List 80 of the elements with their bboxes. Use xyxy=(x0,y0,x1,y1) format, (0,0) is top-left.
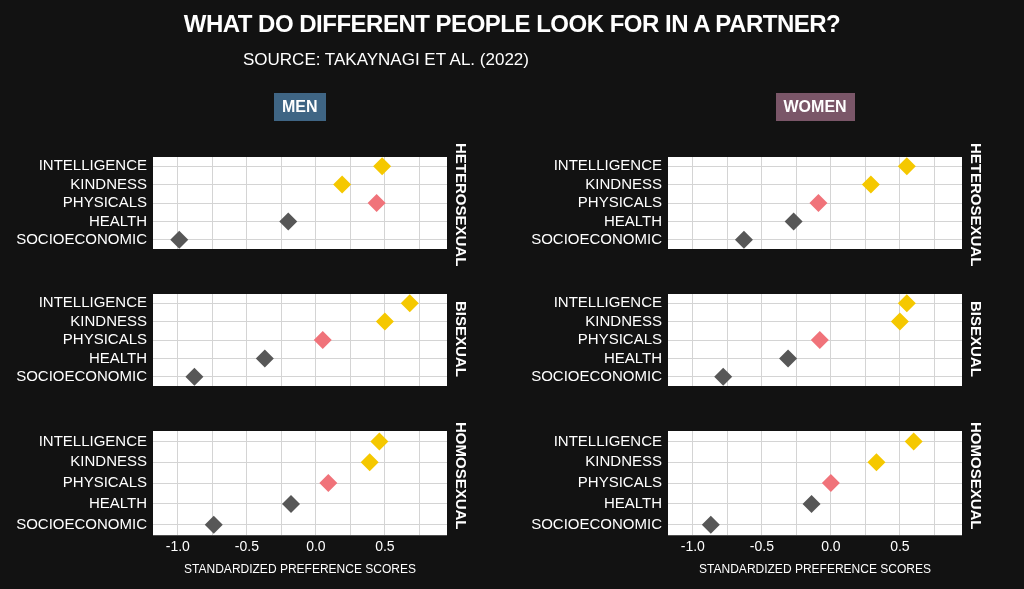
point xyxy=(904,432,923,451)
y-tick-label: KINDNESS xyxy=(585,174,662,192)
point xyxy=(255,349,274,368)
y-tick-label: INTELLIGENCE xyxy=(38,293,147,311)
y-tick-label: SOCIOECONOMIC xyxy=(16,514,148,532)
point xyxy=(279,212,298,231)
y-tick-label: HEALTH xyxy=(88,211,147,229)
x-tick-label: -0.5 xyxy=(234,538,260,555)
y-tick-label: INTELLIGENCE xyxy=(38,156,147,174)
point xyxy=(400,294,419,313)
y2-axis-title: HOMOSEXUAL xyxy=(968,421,985,532)
point xyxy=(821,474,840,493)
y-tick-label: INTELLIGENCE xyxy=(38,431,147,449)
point xyxy=(701,515,720,534)
y2-axis-title: HETEROSEXUAL xyxy=(968,143,985,267)
y-tick-label: PHYSICALS xyxy=(577,473,662,491)
y-tick-label: HEALTH xyxy=(88,494,147,512)
y-tick-label: INTELLIGENCE xyxy=(553,293,662,311)
y-tick-label: KINDNESS xyxy=(585,452,662,470)
point xyxy=(367,194,386,212)
point xyxy=(897,294,916,313)
y-tick-label: HEALTH xyxy=(603,494,662,512)
point xyxy=(333,175,352,194)
point xyxy=(370,432,389,451)
x-axis-title: STANDARDIZED PREFERENCE SCORES xyxy=(698,562,932,576)
point xyxy=(373,157,392,176)
y-tick-label: HEALTH xyxy=(88,348,147,366)
y-tick-label: SOCIOECONOMIC xyxy=(531,229,663,247)
point xyxy=(861,175,880,194)
x-axis-title: STANDARDIZED PREFERENCE SCORES xyxy=(183,562,417,576)
x-tick-label: 0.0 xyxy=(306,538,326,555)
y-tick-label: KINDNESS xyxy=(70,452,147,470)
x-tick-label: 0.5 xyxy=(375,538,395,555)
y2-axis-title: HETEROSEXUAL xyxy=(453,143,470,267)
x-tick-label: -0.5 xyxy=(749,538,775,555)
y-tick-label: HEALTH xyxy=(603,211,662,229)
chart-subtitle: SOURCE: TAKAYNAGI ET AL. (2022) xyxy=(243,50,529,70)
point xyxy=(714,367,733,386)
point xyxy=(809,194,828,212)
point xyxy=(810,331,829,349)
y-tick-label: SOCIOECONOMIC xyxy=(531,366,663,384)
x-tick-label: 0.0 xyxy=(821,538,841,555)
y-tick-label: HEALTH xyxy=(603,348,662,366)
y-tick-label: PHYSICALS xyxy=(577,330,662,348)
y-tick-label: KINDNESS xyxy=(70,174,147,192)
point xyxy=(890,312,909,331)
text: WOMEN xyxy=(775,93,855,121)
x-tick-label: -1.0 xyxy=(165,538,191,555)
text: WHAT DO DIFFERENT PEOPLE LOOK FOR IN A PARTNER? xyxy=(182,10,842,38)
y-tick-label: SOCIOECONOMIC xyxy=(531,514,663,532)
y-tick-label: SOCIOECONOMIC xyxy=(16,229,148,247)
point xyxy=(779,349,798,368)
point xyxy=(170,230,189,249)
point xyxy=(282,494,301,513)
y-tick-label: PHYSICALS xyxy=(62,473,147,491)
y2-axis-title: BISEXUAL xyxy=(968,300,985,379)
y-tick-label: PHYSICALS xyxy=(62,193,147,211)
point xyxy=(802,494,821,513)
point xyxy=(185,367,204,386)
point xyxy=(360,453,379,472)
x-tick-label: -1.0 xyxy=(680,538,706,555)
point xyxy=(867,453,886,472)
y2-axis-title: BISEXUAL xyxy=(453,300,470,379)
y-tick-label: PHYSICALS xyxy=(62,330,147,348)
point xyxy=(204,515,223,534)
y-tick-label: PHYSICALS xyxy=(577,193,662,211)
y-tick-label: INTELLIGENCE xyxy=(553,431,662,449)
point xyxy=(375,312,394,331)
y-tick-label: INTELLIGENCE xyxy=(553,156,662,174)
y-tick-label: SOCIOECONOMIC xyxy=(16,366,148,384)
point xyxy=(734,230,753,249)
point xyxy=(897,157,916,176)
x-tick-label: 0.5 xyxy=(890,538,910,555)
point xyxy=(784,212,803,231)
y2-axis-title: HOMOSEXUAL xyxy=(453,421,470,532)
y-tick-label: KINDNESS xyxy=(70,311,147,329)
point xyxy=(319,474,338,493)
point xyxy=(313,331,332,349)
y-tick-label: KINDNESS xyxy=(585,311,662,329)
text: MEN xyxy=(274,93,326,121)
